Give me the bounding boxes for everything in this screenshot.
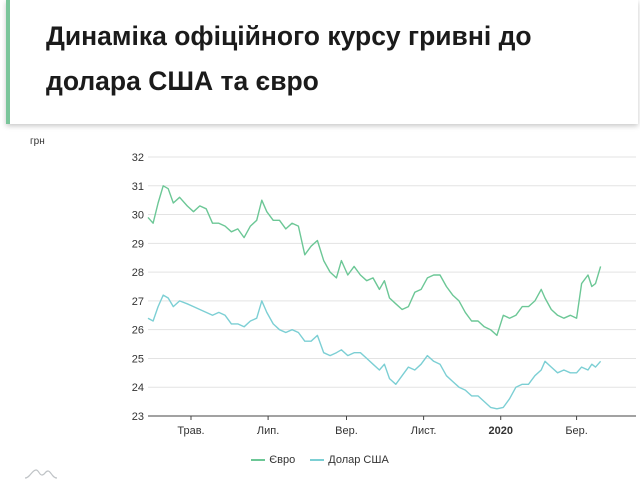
legend-label-usd: Долар США xyxy=(328,454,389,466)
logo-icon xyxy=(24,469,58,479)
x-tick-label: 2020 xyxy=(488,425,512,437)
y-tick-label: 24 xyxy=(132,382,144,394)
y-tick-label: 27 xyxy=(132,296,144,308)
y-tick-label: 29 xyxy=(132,238,144,250)
x-tick-label: Лист. xyxy=(411,425,437,437)
grid-lines xyxy=(148,156,636,417)
chart-title: Динаміка офіційного курсу гривні до дола… xyxy=(46,21,532,96)
y-tick-label: 32 xyxy=(132,152,144,164)
x-tick-label: Вер. xyxy=(335,425,358,437)
legend-label-euro: Євро xyxy=(269,454,296,466)
series-line-usd xyxy=(147,294,602,410)
title-card: Динаміка офіційного курсу гривні до дола… xyxy=(6,0,638,124)
y-tick-label: 26 xyxy=(132,325,144,337)
y-tick-label: 30 xyxy=(132,210,144,222)
x-tick-labels: Трав. Лип. Вер. Лист. 2020 Бер. xyxy=(177,416,588,437)
legend-swatch-euro xyxy=(251,459,266,461)
y-tick-label: 31 xyxy=(132,181,144,193)
y-unit-label: грн xyxy=(30,136,45,147)
legend-swatch-usd xyxy=(310,459,325,461)
y-tick-label: 25 xyxy=(132,353,144,365)
line-chart: грн 23 24 25 26 27 28 29 30 31 32 Трав. Лип. Вер. Ли… xyxy=(30,136,636,437)
series-line-euro xyxy=(147,185,602,337)
legend-item-usd[interactable]: Долар США xyxy=(310,454,389,466)
x-tick-label: Бер. xyxy=(565,425,588,437)
y-tick-label: 23 xyxy=(132,411,144,423)
legend: Євро Долар США xyxy=(0,452,640,466)
y-tick-labels: 23 24 25 26 27 28 29 30 31 32 xyxy=(132,152,144,423)
x-tick-label: Трав. xyxy=(177,425,204,437)
legend-item-euro[interactable]: Євро xyxy=(251,454,295,466)
x-tick-label: Лип. xyxy=(257,425,279,437)
y-tick-label: 28 xyxy=(132,267,144,279)
series-lines xyxy=(147,185,602,410)
